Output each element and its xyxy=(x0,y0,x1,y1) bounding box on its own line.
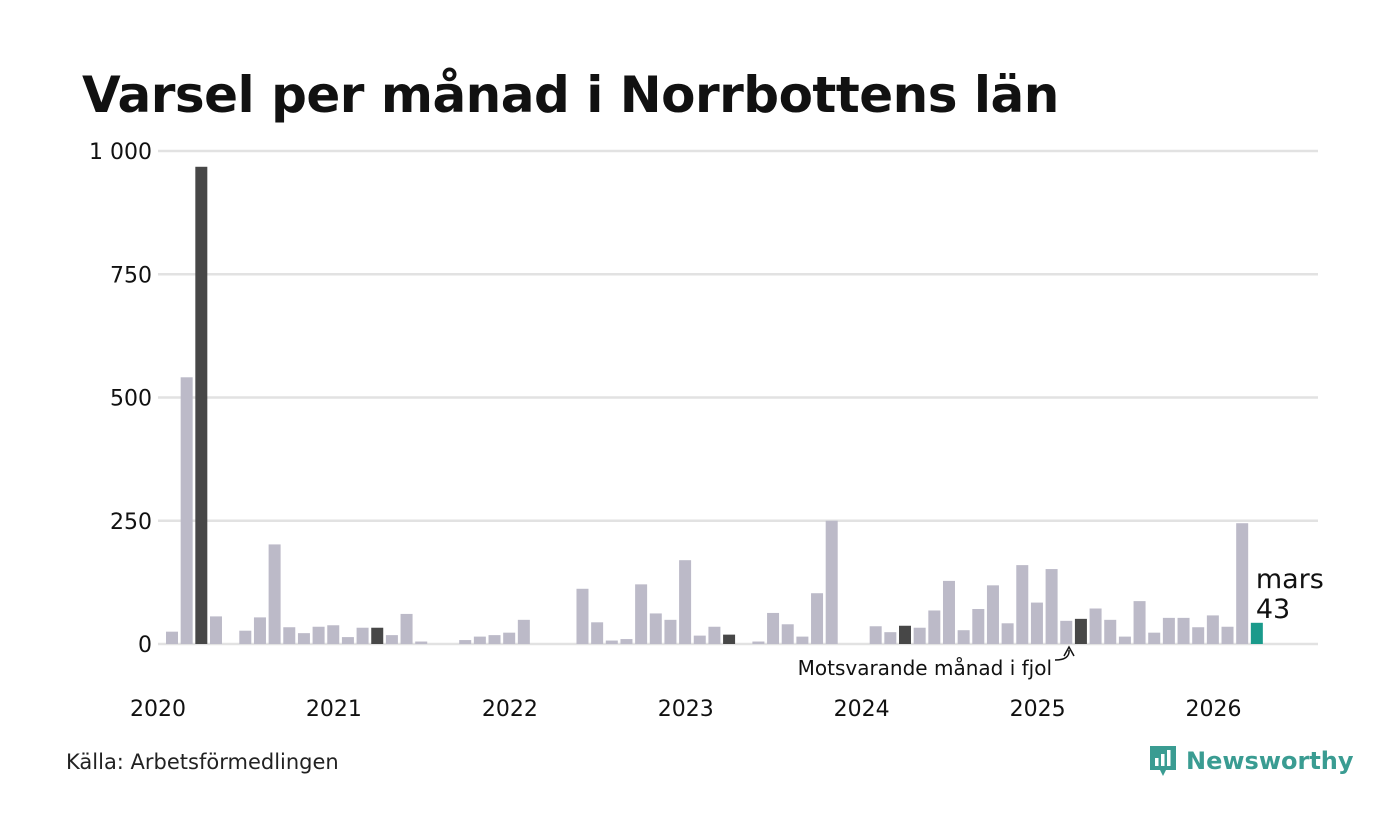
bar-35 xyxy=(679,560,692,644)
bar-72 xyxy=(1221,626,1234,644)
bar-8 xyxy=(283,627,296,644)
bar-56 xyxy=(986,585,999,644)
bar-23 xyxy=(503,632,516,644)
brand-name: Newsworthy xyxy=(1186,747,1354,775)
bar-40 xyxy=(752,641,765,644)
bar-61 xyxy=(1060,620,1073,644)
annotation-arrow-line xyxy=(1054,649,1070,661)
bar-62 xyxy=(1074,618,1087,644)
bar-7 xyxy=(268,544,281,644)
bar-17 xyxy=(415,641,428,644)
bar-73 xyxy=(1236,523,1249,644)
bar-49 xyxy=(884,632,897,644)
bar-2 xyxy=(195,166,208,644)
gridlines xyxy=(158,149,1318,646)
bars xyxy=(166,166,1263,644)
bar-59 xyxy=(1030,602,1043,644)
bar-14 xyxy=(371,627,384,644)
newsworthy-logo-icon xyxy=(1150,746,1176,776)
bar-11 xyxy=(327,625,340,644)
bar-68 xyxy=(1162,617,1175,644)
bar-54 xyxy=(957,630,970,644)
y-tick-label: 500 xyxy=(110,387,152,412)
x-tick-label: 2023 xyxy=(658,697,714,722)
x-tick-label: 2020 xyxy=(130,697,186,722)
same-month-annotation: Motsvarande månad i fjol xyxy=(798,656,1052,680)
bar-52 xyxy=(928,610,941,644)
bar-58 xyxy=(1016,565,1029,644)
bar-36 xyxy=(693,635,706,644)
bar-16 xyxy=(400,613,413,644)
bar-chart: 0 250 500 750 1 000 2020 2021 2022 2023 2024 2025… xyxy=(89,140,1324,722)
bar-13 xyxy=(356,627,369,644)
bar-12 xyxy=(341,637,354,644)
bar-3 xyxy=(209,616,222,644)
y-tick-label: 1 000 xyxy=(89,140,152,165)
bar-29 xyxy=(591,622,604,644)
bar-10 xyxy=(312,626,325,644)
chart-title: Varsel per månad i Norrbottens län xyxy=(82,66,1059,124)
bar-44 xyxy=(811,593,824,644)
bar-21 xyxy=(473,636,486,644)
bar-41 xyxy=(767,612,780,644)
bar-57 xyxy=(1001,623,1014,644)
y-tick-label: 250 xyxy=(110,510,152,535)
x-axis-year-labels: 2020 2021 2022 2023 2024 2025 2026 xyxy=(130,697,1242,722)
bar-9 xyxy=(297,633,310,644)
bar-31 xyxy=(620,639,633,644)
bar-28 xyxy=(576,588,589,644)
annotation-arrow-head xyxy=(1063,645,1075,657)
bar-6 xyxy=(253,617,266,644)
bar-42 xyxy=(781,624,794,644)
bar-37 xyxy=(708,626,721,644)
bar-24 xyxy=(517,619,530,644)
x-tick-label: 2025 xyxy=(1010,697,1066,722)
bar-74 xyxy=(1250,622,1263,644)
bar-60 xyxy=(1045,569,1058,644)
bar-69 xyxy=(1177,617,1190,644)
bar-63 xyxy=(1089,608,1102,644)
bar-30 xyxy=(605,640,618,644)
highlight-month-label: mars xyxy=(1256,564,1324,595)
bar-43 xyxy=(796,636,809,644)
highlight-value-label: 43 xyxy=(1256,594,1290,625)
bar-45 xyxy=(825,520,838,644)
bar-34 xyxy=(664,619,677,644)
brand-logo: Newsworthy xyxy=(1148,744,1354,778)
x-tick-label: 2022 xyxy=(482,697,538,722)
x-tick-label: 2021 xyxy=(306,697,362,722)
bar-66 xyxy=(1133,601,1146,644)
source-text: Källa: Arbetsförmedlingen xyxy=(66,750,339,774)
bar-55 xyxy=(972,608,985,644)
bar-38 xyxy=(723,634,736,644)
bar-70 xyxy=(1192,627,1205,644)
bar-64 xyxy=(1104,619,1117,644)
bar-20 xyxy=(459,640,472,644)
bar-65 xyxy=(1118,636,1131,644)
bar-33 xyxy=(649,613,662,644)
bar-53 xyxy=(942,580,955,644)
x-tick-label: 2024 xyxy=(834,697,890,722)
bar-1 xyxy=(180,377,193,644)
y-axis-ticks: 0 250 500 750 1 000 xyxy=(89,140,152,658)
bar-50 xyxy=(899,625,911,644)
bar-48 xyxy=(869,626,882,644)
bar-51 xyxy=(913,627,926,644)
bar-71 xyxy=(1206,615,1219,644)
bar-5 xyxy=(239,630,252,644)
y-tick-label: 750 xyxy=(110,263,152,288)
bar-0 xyxy=(166,631,178,644)
bar-15 xyxy=(385,635,398,644)
bar-32 xyxy=(635,584,648,644)
bar-67 xyxy=(1148,632,1161,644)
x-tick-label: 2026 xyxy=(1186,697,1242,722)
y-tick-label: 0 xyxy=(138,633,152,658)
bar-22 xyxy=(488,635,501,644)
